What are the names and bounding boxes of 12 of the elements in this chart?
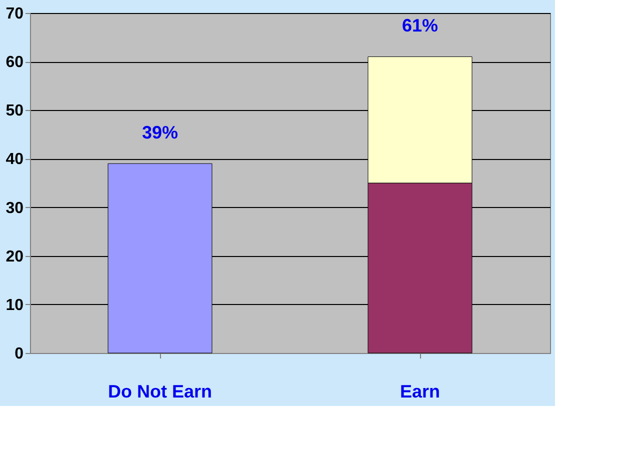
y-tick-label: 20 xyxy=(6,248,24,266)
y-tick-label: 50 xyxy=(6,102,24,120)
y-tick-label: 0 xyxy=(14,346,24,362)
y-tick-label: 10 xyxy=(6,296,24,314)
y-tick-label: 40 xyxy=(6,151,24,168)
total-label: 39% xyxy=(142,122,178,143)
y-tick-label: 70 xyxy=(6,6,24,22)
total-label: 61% xyxy=(402,16,438,36)
x-tick-label: Do Not Earn xyxy=(108,382,212,402)
y-tick-label: 30 xyxy=(6,200,24,217)
x-tick-label: Earn xyxy=(400,382,440,402)
y-tick-label: 60 xyxy=(6,54,24,72)
